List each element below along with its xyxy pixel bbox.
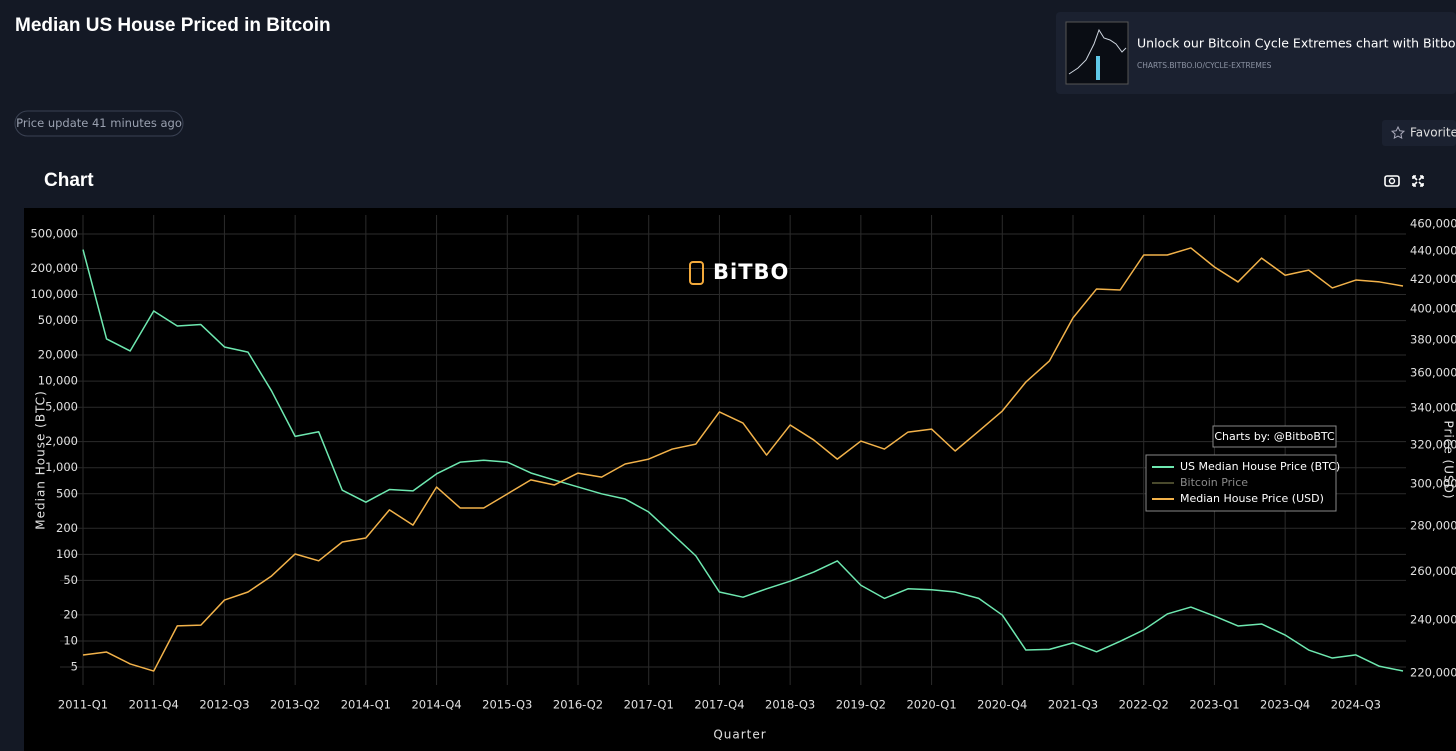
y2-tick-label: 420,000 — [1410, 272, 1456, 286]
x-tick-label: 2022-Q2 — [1119, 698, 1169, 712]
y-tick-label: 1,000 — [45, 460, 78, 474]
x-axis-title: Quarter — [713, 728, 766, 742]
x-tick-label: 2017-Q4 — [694, 698, 744, 712]
legend-label: US Median House Price (BTC) — [1180, 460, 1340, 473]
expand-icon[interactable] — [1412, 175, 1424, 187]
x-tick-label: 2012-Q3 — [199, 698, 249, 712]
y-axis-title: Median House (BTC) — [34, 390, 48, 529]
status-pill — [14, 110, 184, 137]
promo-thumb-bar — [1096, 56, 1100, 80]
page-title: Median US House Priced in Bitcoin — [15, 15, 331, 36]
y-tick-label: 2,000 — [45, 434, 78, 448]
y2-tick-label: 260,000 — [1410, 564, 1456, 578]
y2-axis-title: Price (USD) — [1442, 420, 1456, 499]
series-line — [82, 249, 1404, 672]
y-tick-label: 50,000 — [38, 313, 78, 327]
legend-label: Bitcoin Price — [1180, 476, 1248, 489]
camera-icon[interactable] — [1384, 175, 1400, 187]
y-tick-label: 100,000 — [30, 287, 78, 301]
watermark-text: BiTBO — [713, 260, 789, 284]
y2-tick-label: 220,000 — [1410, 665, 1456, 679]
watermark: BiTBO — [689, 260, 789, 285]
y-tick-label: 100 — [56, 547, 78, 561]
credit-box — [1212, 425, 1337, 448]
promo-card[interactable] — [1056, 12, 1456, 94]
x-tick-label: 2021-Q3 — [1048, 698, 1098, 712]
x-tick-label: 2019-Q2 — [836, 698, 886, 712]
x-tick-label: 2018-Q3 — [765, 698, 815, 712]
y2-tick-label: 460,000 — [1410, 216, 1456, 230]
x-tick-label: 2017-Q1 — [624, 698, 674, 712]
x-tick-label: 2015-Q3 — [482, 698, 532, 712]
y-tick-label: 200 — [56, 521, 78, 535]
y-tick-label: 500,000 — [30, 226, 78, 240]
y2-tick-label: 380,000 — [1410, 333, 1456, 347]
promo-url: CHARTS.BITBO.IO/CYCLE-EXTREMES — [1137, 61, 1272, 70]
x-tick-label: 2016-Q2 — [553, 698, 603, 712]
y-tick-label: 10,000 — [38, 374, 78, 388]
y-tick-label: 20,000 — [38, 348, 78, 362]
status-text: Price update 41 minutes ago — [16, 116, 182, 130]
x-tick-label: 2023-Q1 — [1189, 698, 1239, 712]
y-tick-label: 500 — [56, 486, 78, 500]
credit-text: Charts by: @BitboBTC — [1214, 430, 1335, 443]
y-tick-label: 10 — [63, 633, 78, 647]
legend: US Median House Price (BTC) Bitcoin Price… — [1145, 454, 1340, 512]
y-tick-label: 50 — [63, 573, 78, 587]
star-icon — [1390, 125, 1406, 140]
promo-text: Unlock our Bitcoin Cycle Extremes chart … — [1137, 36, 1456, 51]
x-tick-label: 2011-Q4 — [129, 698, 179, 712]
y2-tick-label: 440,000 — [1410, 243, 1456, 257]
camera-lens — [1388, 177, 1396, 185]
x-tick-label: 2014-Q1 — [341, 698, 391, 712]
legend-label: Median House Price (USD) — [1180, 492, 1324, 505]
y-tick-label: 5,000 — [45, 400, 78, 414]
x-tick-label: 2024-Q3 — [1331, 698, 1381, 712]
y2-tick-label: 320,000 — [1410, 437, 1456, 451]
x-tick-label: 2020-Q4 — [977, 698, 1027, 712]
x-tick-label: 2011-Q1 — [58, 698, 108, 712]
favorite-text: Favorite — [1410, 126, 1456, 140]
plot: 2011-Q1 2011-Q4 2012-Q3 2013-Q2 2014-Q1 2014-… — [30, 215, 1456, 712]
x-tick-label: 2020-Q1 — [906, 698, 956, 712]
y-tick-label: 20 — [63, 607, 78, 621]
x-tick-label: 2014-Q4 — [411, 698, 461, 712]
watermark-logo — [689, 261, 704, 285]
x-tick-label: 2013-Q2 — [270, 698, 320, 712]
camera-body — [1384, 175, 1400, 187]
promo-thumb-line — [1068, 28, 1127, 75]
y2-tick-label: 300,000 — [1410, 477, 1456, 491]
y2-tick-label: 360,000 — [1410, 366, 1456, 380]
series-line — [82, 247, 1404, 672]
section-title: Chart — [44, 170, 94, 191]
y2-tick-label: 400,000 — [1410, 302, 1456, 316]
x-tick-label: 2023-Q4 — [1260, 698, 1310, 712]
y2-tick-label: 340,000 — [1410, 400, 1456, 414]
y2-tick-label: 280,000 — [1410, 519, 1456, 533]
favorite-button[interactable] — [1382, 120, 1456, 146]
y-tick-label: 200,000 — [30, 261, 78, 275]
y2-tick-label: 240,000 — [1410, 613, 1456, 627]
legend-box — [1145, 454, 1337, 512]
y-tick-label: 5 — [71, 660, 78, 674]
